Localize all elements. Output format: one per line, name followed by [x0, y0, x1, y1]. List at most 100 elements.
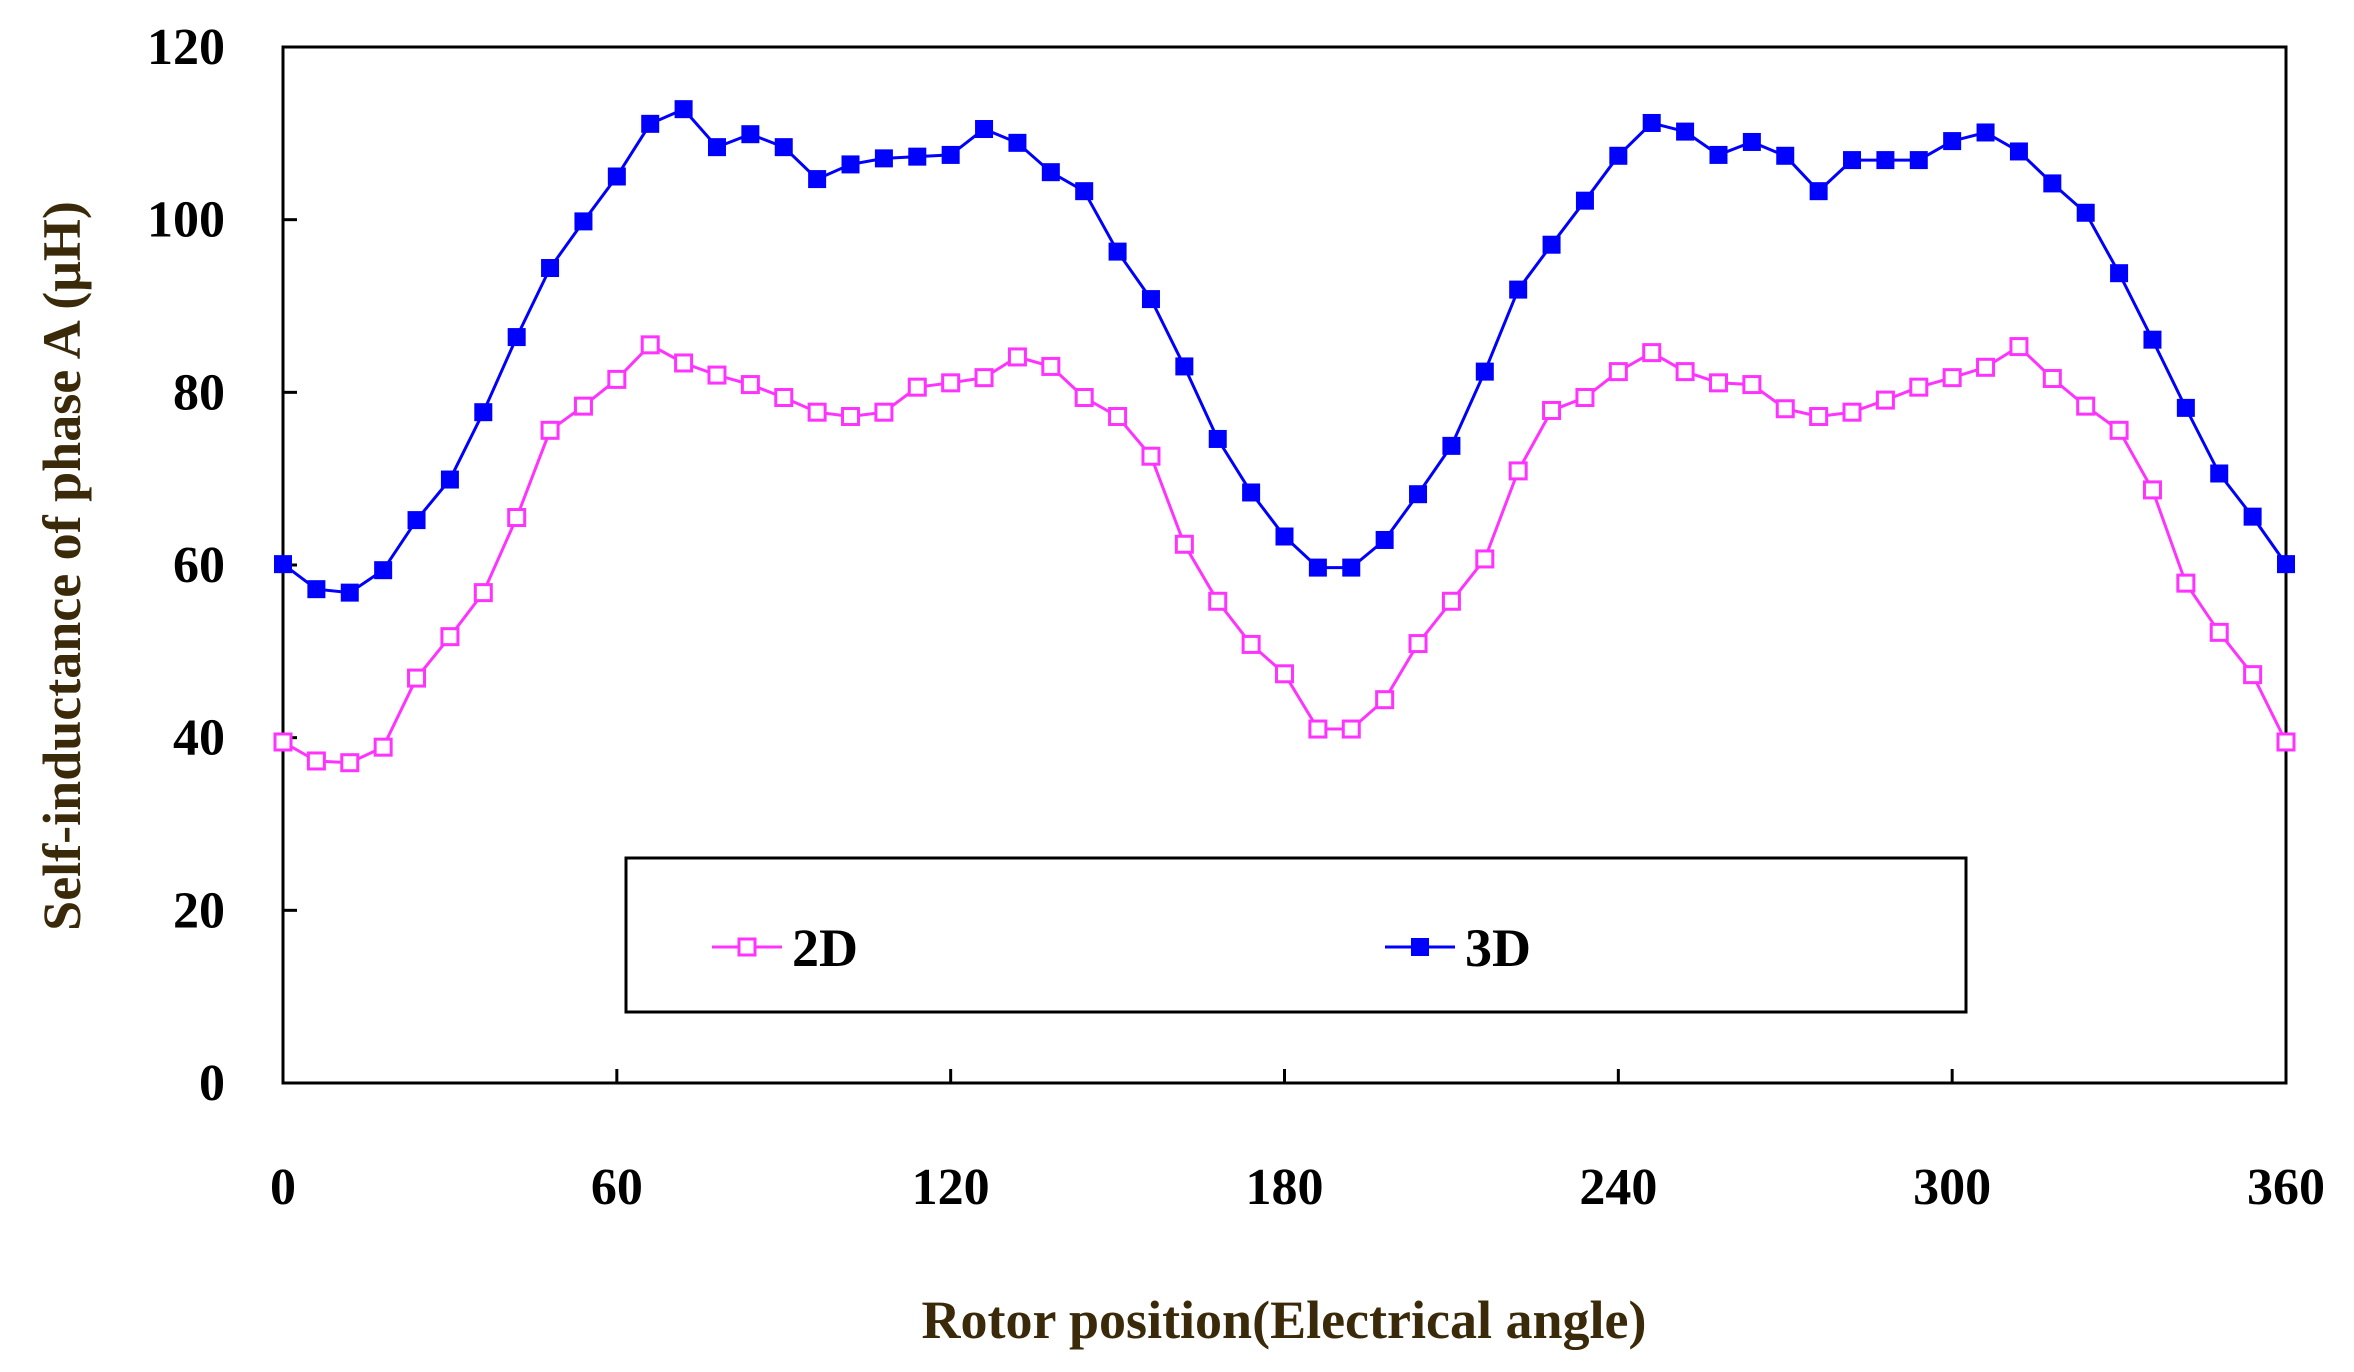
data-point-3D: [1275, 527, 1294, 546]
data-point-3D: [1108, 242, 1127, 261]
data-point-2D: [2209, 622, 2229, 642]
data-point-3D: [1208, 429, 1227, 448]
data-point-2D: [1675, 362, 1695, 382]
data-point-3D: [440, 470, 459, 489]
data-point-3D: [741, 125, 760, 144]
data-point-3D: [474, 403, 493, 422]
data-point-2D: [1341, 719, 1361, 739]
data-point-2D: [1976, 357, 1996, 377]
data-point-2D: [340, 753, 360, 773]
data-point-2D: [1375, 690, 1395, 710]
data-point-3D: [1175, 357, 1194, 376]
data-point-3D: [2243, 507, 2262, 526]
data-point-3D: [1609, 146, 1628, 165]
data-point-3D: [1709, 145, 1728, 164]
data-point-3D: [1075, 182, 1094, 201]
x-tick-label: 60: [591, 1159, 643, 1216]
data-point-3D: [274, 555, 292, 574]
legend-box: [624, 856, 1968, 1014]
data-point-3D: [507, 328, 526, 347]
data-point-3D: [2277, 555, 2295, 574]
data-point-2D: [1875, 390, 1895, 410]
data-point-2D: [674, 353, 694, 373]
data-point-3D: [674, 100, 693, 119]
data-point-2D: [1275, 664, 1294, 684]
data-point-2D: [974, 368, 994, 388]
series-3D: [274, 100, 2295, 602]
data-point-2D: [1308, 719, 1328, 739]
data-point-2D: [640, 335, 660, 355]
data-point-3D: [1676, 122, 1695, 141]
data-point-3D: [908, 147, 927, 166]
x-tick-label: 360: [2247, 1159, 2325, 1216]
data-point-3D: [975, 120, 994, 139]
data-point-3D: [1909, 151, 1928, 170]
data-point-3D: [541, 259, 560, 278]
data-point-3D: [1876, 151, 1895, 170]
data-point-2D: [1241, 634, 1261, 654]
data-point-2D: [1041, 356, 1061, 376]
series-2D: [273, 335, 2296, 773]
data-point-3D: [1442, 436, 1461, 455]
data-point-2D: [540, 420, 560, 440]
x-tick-label: 180: [1246, 1159, 1324, 1216]
y-axis-ticks: 0 20 40 60 80 100 120: [147, 19, 297, 1112]
data-point-2D: [1174, 534, 1194, 554]
data-point-3D: [607, 167, 626, 186]
legend-entry-3D: 3D: [1385, 918, 1531, 978]
legend-entries: 2D 3D: [712, 918, 1531, 978]
data-point-3D: [2009, 142, 2028, 161]
data-point-3D: [574, 212, 593, 231]
data-point-3D: [1375, 530, 1394, 549]
data-point-2D: [1074, 388, 1094, 408]
data-point-3D: [1308, 558, 1327, 577]
data-point-2D: [1475, 549, 1495, 569]
data-point-3D: [307, 580, 326, 599]
x-tick-label: 120: [912, 1159, 990, 1216]
data-point-3D: [2210, 464, 2229, 483]
data-point-3D: [1141, 290, 1160, 309]
data-point-2D: [407, 668, 427, 688]
data-point-3D: [1041, 163, 1060, 182]
data-point-2D: [2042, 369, 2062, 389]
data-point-3D: [874, 149, 893, 168]
data-point-2D: [1007, 347, 1027, 367]
data-point-2D: [1208, 591, 1228, 611]
data-point-3D: [1342, 558, 1361, 577]
data-point-2D: [2176, 573, 2196, 593]
data-point-2D: [373, 737, 393, 757]
legend-marker: [737, 937, 757, 957]
data-point-3D: [774, 138, 793, 157]
y-tick-label: 120: [147, 19, 225, 76]
data-point-2D: [1608, 362, 1628, 382]
data-point-3D: [1976, 123, 1995, 142]
data-point-2D: [841, 407, 861, 427]
data-point-3D: [2076, 203, 2095, 222]
legend: 2D 3D: [624, 856, 1968, 1014]
data-point-2D: [1575, 388, 1595, 408]
data-point-3D: [340, 583, 359, 602]
data-point-3D: [1509, 280, 1528, 299]
data-point-2D: [2009, 337, 2029, 357]
data-point-2D: [1542, 400, 1562, 420]
x-tick-label: 240: [1579, 1159, 1657, 1216]
data-point-2D: [273, 732, 293, 752]
data-point-3D: [841, 155, 860, 174]
data-point-3D: [641, 114, 660, 133]
data-point-3D: [1776, 146, 1795, 165]
y-axis-title: Self-inductance of phase A (μH): [32, 201, 92, 931]
data-point-2D: [1909, 377, 1929, 397]
data-point-2D: [473, 583, 493, 603]
x-axis-title: Rotor position(Electrical angle): [922, 1290, 1647, 1350]
x-tick-label: 0: [270, 1159, 296, 1216]
series-layer: [273, 100, 2296, 773]
data-point-3D: [1843, 151, 1862, 170]
data-point-2D: [907, 377, 927, 397]
y-tick-label: 40: [173, 710, 225, 767]
data-point-2D: [2142, 480, 2162, 500]
y-tick-label: 0: [199, 1055, 225, 1112]
data-point-2D: [573, 396, 593, 416]
data-point-3D: [2043, 174, 2062, 193]
data-point-3D: [2176, 398, 2195, 417]
